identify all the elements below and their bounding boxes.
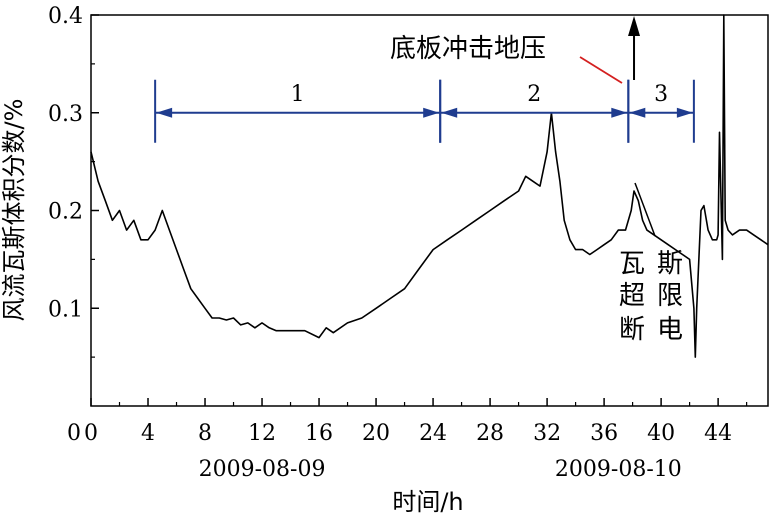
- x-tick-label: 8: [198, 421, 212, 446]
- period-arrowhead: [629, 107, 646, 118]
- x-tick-label: 44: [704, 421, 732, 446]
- y-tick-label: 0.1: [48, 297, 83, 322]
- gas-annotation-char: 限: [657, 281, 683, 311]
- x-axis-label: 时间/h: [392, 488, 463, 516]
- annotations: 底板冲击地压瓦 斯超 限断电: [390, 16, 683, 345]
- period-label: 3: [654, 82, 668, 107]
- y-axis-ticks: 0 0.1 0.2 0.3 0.4: [48, 4, 99, 446]
- series-line: [90, 14, 769, 358]
- period-arrowhead: [676, 107, 693, 118]
- x-tick-label: 40: [647, 421, 675, 446]
- period-label: 2: [527, 82, 541, 107]
- impact-annotation: 底板冲击地压: [390, 34, 546, 64]
- event-arrowhead: [628, 16, 641, 36]
- x-tick-label: 32: [533, 421, 561, 446]
- period-arrowhead: [156, 107, 173, 118]
- date-label: 2009-08-10: [555, 457, 682, 482]
- gas-annotation-char: 斯: [657, 249, 683, 279]
- y-tick-label: 0.3: [48, 102, 83, 127]
- gas-leader-line: [634, 182, 656, 237]
- x-tick-label: 4: [141, 421, 155, 446]
- x-tick-label: 24: [419, 421, 447, 446]
- period-arrowhead: [441, 107, 458, 118]
- x-tick-label: 0: [84, 421, 98, 446]
- date-label: 2009-08-09: [199, 457, 326, 482]
- x-tick-label: 28: [476, 421, 504, 446]
- x-tick-label: 36: [590, 421, 618, 446]
- y-tick-label: 0.4: [48, 4, 83, 29]
- period-arrowhead: [423, 107, 440, 118]
- x-tick-label: 20: [362, 421, 390, 446]
- impact-leader-line: [579, 56, 623, 84]
- period-markers: 1 2 3: [154, 79, 695, 143]
- period-label: 1: [291, 82, 305, 107]
- plot-frame: [90, 14, 769, 407]
- gas-annotation-char: 电: [657, 315, 683, 345]
- x-tick-label: 16: [305, 421, 333, 446]
- plot-border: [90, 14, 769, 407]
- y-axis-label: 风流瓦斯体积分数/%: [0, 99, 28, 322]
- x-tick-label: 12: [248, 421, 276, 446]
- gas-annotation-char: 瓦: [619, 249, 645, 279]
- period-arrowhead: [611, 107, 628, 118]
- gas-annotation-char: 超: [619, 281, 645, 311]
- data-series: [90, 14, 769, 358]
- y-tick-label: 0: [67, 421, 81, 446]
- y-tick-label: 0.2: [48, 200, 83, 225]
- gas-annotation-char: 断: [619, 315, 645, 345]
- x-axis-ticks: 0 4 8 12 16 20 24 28 32 36 40 44 2009-08-09 2009-08-1…: [84, 398, 748, 482]
